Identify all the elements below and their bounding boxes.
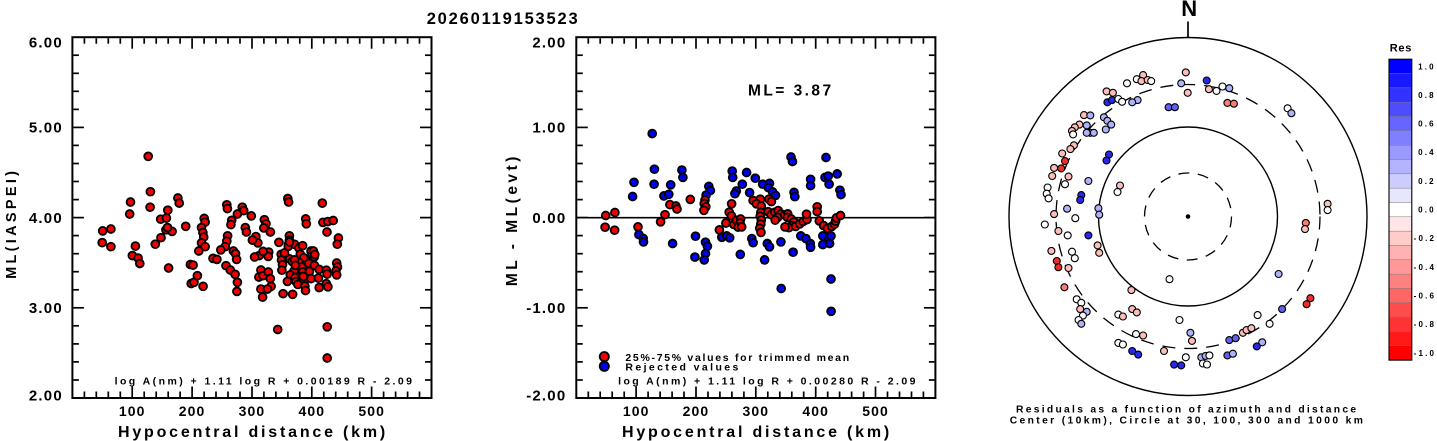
svg-text:500: 500 — [862, 403, 889, 419]
svg-text:-0.6: -0.6 — [1414, 292, 1437, 301]
svg-text:200: 200 — [179, 403, 206, 419]
svg-text:100: 100 — [623, 403, 650, 419]
svg-text:0.00: 0.00 — [532, 210, 566, 227]
svg-text:N: N — [1181, 0, 1197, 21]
svg-text:-0.2: -0.2 — [1414, 234, 1437, 243]
svg-text:1.0: 1.0 — [1418, 62, 1436, 71]
svg-text:Center (10km), Circle at 30, 1: Center (10km), Circle at 30, 100, 300 an… — [1010, 416, 1365, 427]
svg-text:3.00: 3.00 — [29, 300, 63, 317]
svg-text:ML - ML(evt): ML - ML(evt) — [504, 153, 521, 286]
svg-text:log A(nm) + 1.11 log R + 0.002: log A(nm) + 1.11 log R + 0.00280 R - 2.0… — [618, 376, 918, 388]
svg-text:-2.00: -2.00 — [526, 387, 566, 404]
svg-text:ML= 3.87: ML= 3.87 — [748, 83, 834, 100]
svg-text:-0.4: -0.4 — [1414, 263, 1437, 272]
svg-text:2.00: 2.00 — [29, 387, 63, 404]
svg-text:Residuals as a function of azi: Residuals as a function of azimuth and d… — [1016, 405, 1358, 416]
svg-text:300: 300 — [743, 403, 770, 419]
svg-text:4.00: 4.00 — [29, 210, 63, 227]
svg-text:log A(nm) + 1.11 log R + 0.001: log A(nm) + 1.11 log R + 0.00189 R - 2.0… — [115, 376, 415, 388]
svg-text:0.2: 0.2 — [1418, 177, 1436, 186]
svg-text:2.00: 2.00 — [532, 35, 566, 52]
svg-text:20260119153523: 20260119153523 — [427, 10, 580, 28]
svg-text:ML(IASPEI): ML(IASPEI) — [4, 168, 20, 279]
svg-text:-1.00: -1.00 — [526, 300, 566, 317]
svg-text:100: 100 — [119, 403, 146, 419]
svg-text:1.00: 1.00 — [532, 120, 566, 137]
svg-text:500: 500 — [358, 403, 385, 419]
svg-text:Rejected values: Rejected values — [625, 362, 740, 374]
svg-text:0.0: 0.0 — [1418, 206, 1436, 215]
svg-text:6.00: 6.00 — [29, 35, 63, 52]
svg-text:400: 400 — [802, 403, 829, 419]
svg-text:200: 200 — [683, 403, 710, 419]
svg-text:400: 400 — [298, 403, 325, 419]
svg-text:Hypocentral distance (km): Hypocentral distance (km) — [118, 424, 388, 441]
svg-text:0.8: 0.8 — [1418, 91, 1436, 100]
svg-text:300: 300 — [239, 403, 266, 419]
svg-text:-0.8: -0.8 — [1414, 320, 1437, 329]
svg-text:-1.0: -1.0 — [1414, 349, 1437, 358]
svg-text:5.00: 5.00 — [29, 120, 63, 137]
svg-text:0.4: 0.4 — [1418, 148, 1436, 157]
svg-text:Hypocentral distance (km): Hypocentral distance (km) — [622, 424, 892, 441]
svg-text:0.6: 0.6 — [1418, 120, 1436, 129]
svg-text:25%-75% values for trimmed mea: 25%-75% values for trimmed mean — [625, 352, 850, 364]
svg-text:Res: Res — [1390, 43, 1412, 55]
